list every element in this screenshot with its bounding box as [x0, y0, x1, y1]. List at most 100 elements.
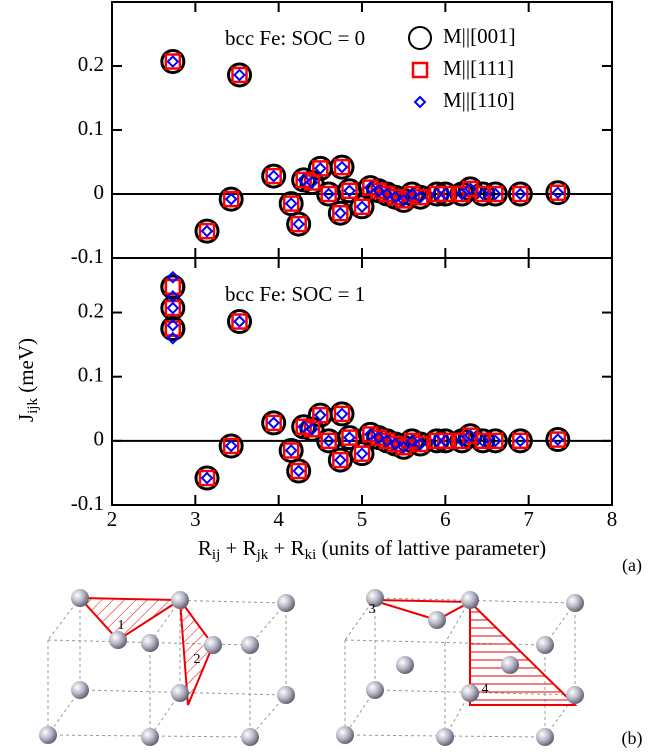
marker	[332, 204, 349, 222]
marker	[455, 187, 469, 201]
legend-label: M||[110]	[443, 88, 515, 112]
marker	[388, 437, 402, 451]
marker	[355, 200, 369, 214]
marker	[320, 432, 337, 450]
x-axis-label-part: ki	[305, 547, 317, 563]
marker	[380, 187, 394, 201]
marker	[545, 427, 571, 453]
y-axis-label-part: (meV)	[14, 338, 38, 398]
marker	[164, 278, 182, 296]
panel-title: bcc Fe: SOC = 0	[225, 26, 365, 50]
marker	[388, 190, 402, 204]
marker	[551, 433, 565, 446]
x-axis-label: Rij + Rjk + Rki (units of lattive parame…	[198, 536, 546, 564]
marker	[166, 55, 180, 68]
triangle	[469, 599, 578, 706]
marker	[267, 416, 281, 430]
marker	[335, 407, 349, 421]
y-axis-label-part: ijk	[25, 398, 41, 414]
marker	[231, 66, 248, 84]
marker	[476, 187, 490, 201]
y-axis-label: Jijk (meV)	[14, 338, 42, 422]
marker	[224, 192, 238, 206]
triangle	[77, 596, 184, 642]
marker	[353, 445, 371, 462]
marker	[224, 439, 238, 453]
legend-label: M||[111]	[443, 56, 514, 80]
marker	[222, 437, 240, 455]
marker	[341, 182, 358, 200]
marker	[549, 431, 567, 448]
atoms	[39, 589, 584, 746]
x-axis-label-part: R	[198, 536, 212, 560]
marker	[305, 422, 319, 436]
marker	[513, 187, 527, 201]
triangle-label: 3	[369, 602, 376, 617]
marker	[380, 434, 394, 448]
marker	[290, 462, 307, 480]
marker	[424, 181, 450, 207]
marker	[430, 434, 444, 448]
marker	[218, 433, 244, 459]
marker	[198, 469, 216, 487]
marker	[476, 434, 490, 448]
x-axis-label-part: + R	[220, 536, 256, 560]
marker	[424, 428, 450, 454]
triangle-label: 4	[482, 682, 489, 697]
marker	[363, 181, 377, 195]
marker	[166, 270, 180, 284]
marker	[329, 401, 355, 427]
y-tick-label: 0.1	[78, 116, 104, 140]
marker	[320, 185, 337, 203]
marker	[363, 428, 377, 441]
y-tick-label: 0.2	[78, 52, 104, 76]
marker	[353, 198, 371, 216]
legend-marker	[413, 95, 427, 109]
y-tick-label: 0	[94, 180, 105, 204]
marker	[297, 420, 311, 434]
marker	[290, 215, 307, 233]
marker	[512, 432, 529, 450]
marker	[333, 158, 351, 176]
lattice-diagram: 1 2 3 4	[39, 589, 584, 746]
marker	[333, 206, 347, 220]
marker	[166, 318, 180, 332]
marker	[292, 464, 306, 478]
marker	[455, 434, 469, 448]
marker	[462, 427, 479, 444]
marker	[457, 176, 483, 202]
marker	[551, 186, 565, 200]
y-tick-label: -0.1	[71, 244, 104, 268]
triangle	[178, 596, 215, 706]
marker	[512, 185, 529, 203]
marker	[261, 163, 287, 189]
marker	[462, 180, 479, 198]
triangle	[371, 599, 474, 622]
x-axis-label-part: jk	[256, 547, 269, 563]
marker	[437, 432, 454, 450]
marker	[322, 187, 336, 201]
x-tick-label: 4	[273, 507, 284, 531]
marker	[332, 451, 349, 469]
panel-title: bcc Fe: SOC = 1	[225, 282, 365, 306]
panel-label: (b)	[622, 728, 643, 749]
marker	[329, 154, 355, 180]
marker	[413, 437, 427, 451]
marker	[428, 432, 446, 450]
marker	[470, 428, 496, 454]
marker	[160, 316, 186, 342]
marker	[397, 440, 411, 454]
legend-marker	[408, 26, 432, 50]
marker	[488, 187, 502, 201]
marker	[463, 182, 477, 196]
marker	[233, 315, 246, 328]
marker	[200, 471, 214, 485]
marker	[372, 431, 386, 445]
x-tick-label: 3	[190, 507, 201, 531]
marker	[227, 309, 252, 335]
marker	[313, 408, 327, 422]
marker	[333, 405, 351, 423]
marker	[164, 53, 182, 70]
x-axis-label-part: + R	[268, 536, 304, 560]
marker	[312, 160, 329, 177]
